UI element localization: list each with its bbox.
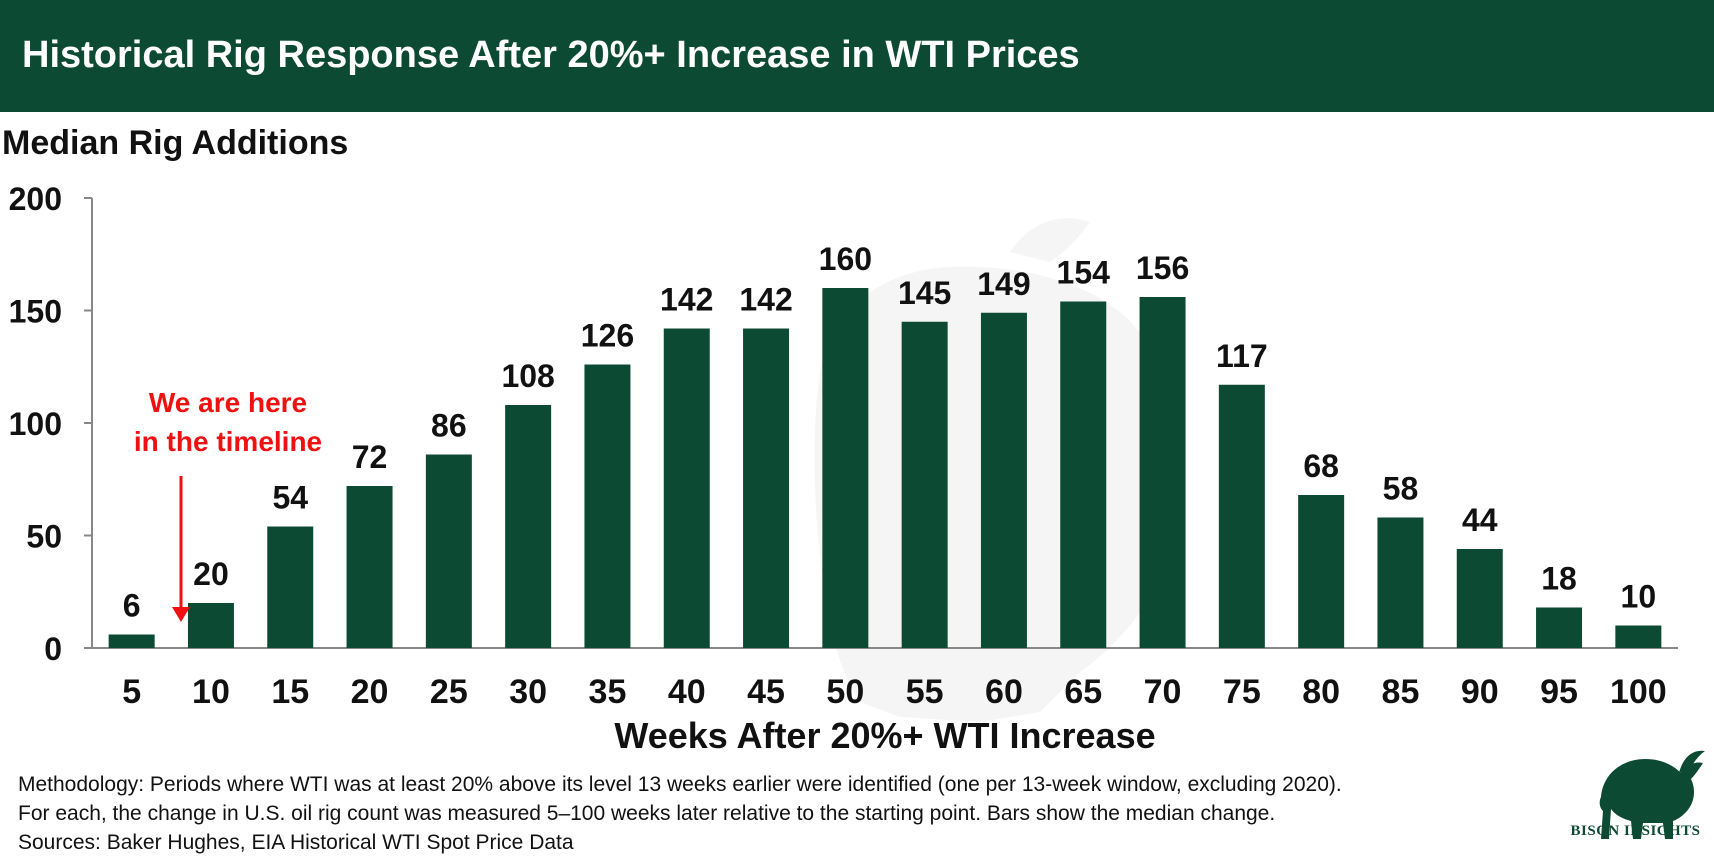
y-tick-label: 200: [9, 181, 62, 217]
footnote-line-2: For each, the change in U.S. oil rig cou…: [18, 802, 1276, 825]
x-tick-label: 100: [1610, 673, 1667, 711]
x-tick-label: 55: [906, 673, 944, 711]
annotation-arrow-head: [172, 607, 190, 622]
x-tick-label: 5: [122, 673, 141, 711]
bar-value-label: 145: [898, 275, 951, 311]
annotation-line-2: in the timeline: [134, 426, 322, 457]
bar: [267, 526, 314, 648]
bar: [1139, 297, 1186, 648]
x-tick-label: 70: [1144, 673, 1182, 711]
bar: [187, 603, 234, 648]
bar: [980, 312, 1027, 648]
footnote-line-1: Methodology: Periods where WTI was at le…: [18, 773, 1342, 796]
y-axis-ticks: 0 50 100 150 200: [9, 181, 92, 667]
data-labels: 6 20 54 72 86 108 126 142 142 160 145 149 154 156 117 6…: [123, 241, 1656, 624]
x-tick-label: 35: [589, 673, 627, 711]
y-tick-label: 100: [9, 406, 62, 442]
x-tick-label: 45: [747, 673, 785, 711]
bar: [1615, 625, 1662, 648]
brand-name: BISON INSIGHTS: [1570, 823, 1701, 839]
x-tick-label: 30: [509, 673, 547, 711]
footnote-line-3: Sources: Baker Hughes, EIA Historical WT…: [18, 831, 574, 854]
y-tick-label: 0: [44, 631, 62, 667]
y-tick-label: 150: [9, 294, 62, 330]
bar: [663, 328, 710, 648]
header-banner: Historical Rig Response After 20%+ Incre…: [0, 0, 1714, 112]
bar-value-label: 68: [1303, 448, 1339, 484]
annotation-line-1: We are here: [149, 387, 307, 418]
bar: [1377, 517, 1424, 648]
bar-value-label: 126: [581, 318, 634, 354]
bar-value-label: 149: [977, 266, 1030, 302]
bar-value-label: 108: [501, 358, 554, 394]
y-axis-title: Median Rig Additions: [2, 124, 348, 162]
bar-value-label: 72: [352, 439, 388, 475]
bar: [425, 454, 472, 648]
bar: [901, 321, 948, 648]
x-tick-label: 85: [1382, 673, 1420, 711]
x-tick-label: 25: [430, 673, 468, 711]
x-tick-label: 80: [1302, 673, 1340, 711]
bar-value-label: 6: [123, 588, 141, 624]
bar: [1456, 549, 1503, 648]
bar-value-label: 86: [431, 408, 467, 444]
bar: [584, 364, 631, 648]
x-tick-label: 60: [985, 673, 1023, 711]
bar-series: [108, 288, 1662, 648]
bar: [822, 288, 869, 648]
x-tick-label: 50: [826, 673, 864, 711]
bar-value-label: 142: [660, 282, 713, 318]
bar-value-label: 54: [272, 480, 308, 516]
bar-value-label: 160: [819, 241, 872, 277]
bar: [1060, 301, 1107, 648]
bar-value-label: 142: [739, 282, 792, 318]
bar: [505, 405, 552, 648]
annotation-current-position: We are here in the timeline: [134, 387, 322, 622]
bar: [1298, 495, 1345, 648]
y-tick-label: 50: [26, 519, 62, 555]
bar-value-label: 10: [1621, 579, 1657, 615]
bar: [346, 486, 393, 648]
x-tick-label: 95: [1540, 673, 1578, 711]
bar-value-label: 117: [1216, 338, 1268, 374]
x-tick-label: 75: [1223, 673, 1261, 711]
bar-value-label: 20: [193, 556, 229, 592]
x-tick-label: 10: [192, 673, 230, 711]
methodology-footnote: Methodology: Periods where WTI was at le…: [18, 770, 1578, 857]
bar: [108, 634, 155, 648]
bar: [1218, 384, 1265, 648]
bar-value-label: 154: [1057, 255, 1111, 291]
x-tick-label: 65: [1064, 673, 1102, 711]
bar-value-label: 58: [1383, 471, 1419, 507]
x-tick-label: 90: [1461, 673, 1499, 711]
bar-chart: Median Rig Additions 0 50 100 150 200 6 20 54 7…: [2, 124, 1678, 756]
bar-value-label: 156: [1136, 250, 1189, 286]
bison-icon: [1599, 750, 1705, 839]
x-tick-label: 40: [668, 673, 706, 711]
bar-value-label: 18: [1541, 561, 1577, 597]
page-title: Historical Rig Response After 20%+ Incre…: [22, 34, 1080, 76]
bar: [1536, 607, 1583, 648]
bar: [743, 328, 790, 648]
x-tick-label: 15: [271, 673, 309, 711]
x-axis-ticks: 5 10 15 20 25 30 35 40 45 50 55 60 65 70 75 80 85 90 95 100: [122, 673, 1667, 711]
x-axis-title: Weeks After 20%+ WTI Increase: [614, 715, 1155, 756]
x-tick-label: 20: [351, 673, 389, 711]
bar-value-label: 44: [1462, 502, 1498, 538]
